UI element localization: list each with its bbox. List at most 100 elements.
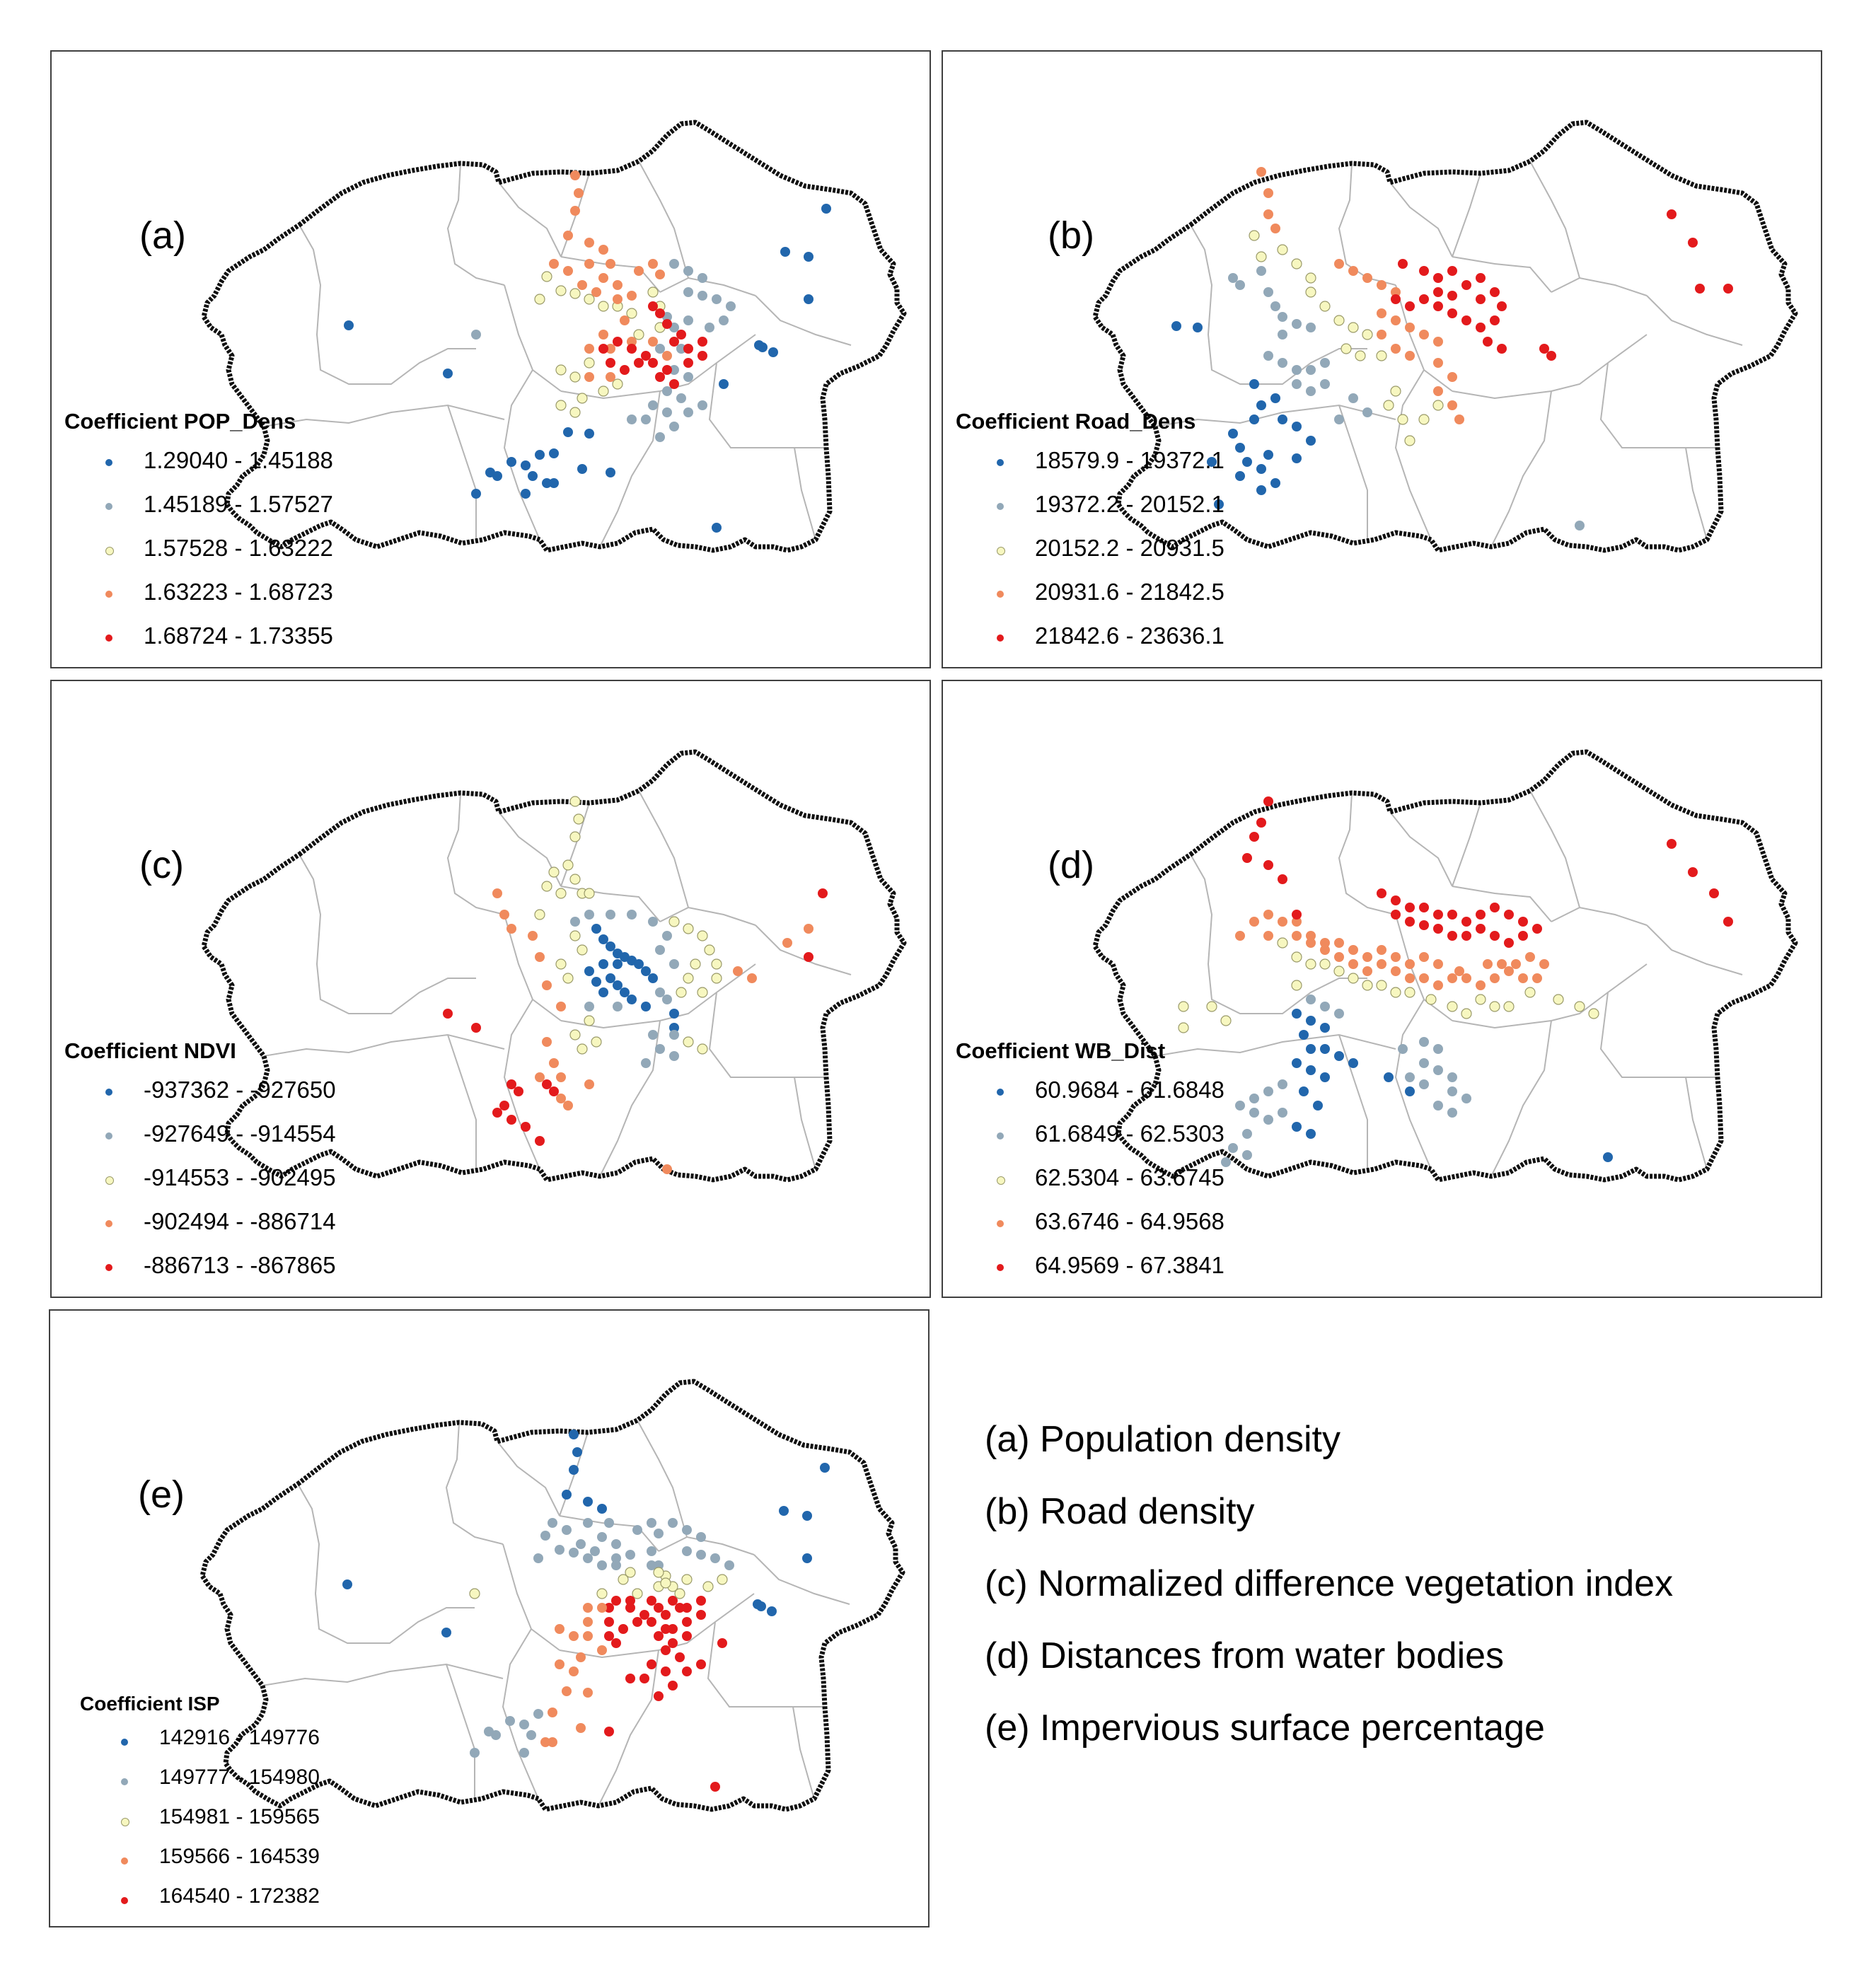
- sample-point: [690, 958, 701, 970]
- sample-point: [641, 414, 651, 424]
- sample-point: [712, 523, 722, 533]
- sample-point: [562, 859, 574, 871]
- sample-point: [768, 347, 778, 357]
- district-line: [299, 854, 476, 1014]
- sample-point: [683, 372, 693, 382]
- sample-point: [662, 995, 672, 1004]
- sample-point: [641, 1058, 651, 1068]
- district-boundaries: [262, 1420, 850, 1807]
- sample-point: [577, 393, 588, 404]
- sample-point: [710, 1553, 720, 1563]
- legend-item: 1.57528 - 1.63222: [64, 531, 333, 574]
- sample-point: [662, 407, 672, 417]
- sample-point: [655, 308, 665, 318]
- sample-point: [606, 910, 615, 920]
- sample-point: [470, 1748, 480, 1758]
- sample-point: [1228, 273, 1238, 283]
- sample-point: [683, 344, 693, 354]
- sample-point: [1348, 1058, 1358, 1068]
- legend-item: 64.9569 - 67.3841: [956, 1248, 1224, 1292]
- sample-point: [1362, 407, 1372, 417]
- sample-point: [1270, 224, 1280, 233]
- sample-point: [639, 1674, 649, 1683]
- sample-point: [1405, 959, 1415, 969]
- sample-point: [1518, 917, 1528, 927]
- sample-point: [1447, 308, 1457, 318]
- sample-point: [1207, 457, 1217, 467]
- legend-item: -927649 - -914554: [64, 1116, 336, 1160]
- sample-point: [669, 422, 679, 431]
- sample-point: [1235, 443, 1245, 453]
- sample-point: [1391, 952, 1401, 962]
- sample-point: [1404, 435, 1415, 446]
- sample-point: [584, 1002, 594, 1011]
- sample-point: [1278, 1079, 1287, 1089]
- sample-point: [611, 1638, 621, 1648]
- district-line: [559, 1515, 659, 1552]
- district-line: [638, 790, 689, 908]
- sample-point: [1391, 344, 1401, 354]
- legend-range: 164540 - 172382: [159, 1884, 320, 1908]
- sample-point: [563, 266, 573, 276]
- sample-point: [804, 952, 813, 962]
- district-line: [755, 295, 852, 346]
- sample-point: [711, 973, 722, 984]
- sample-point: [541, 881, 552, 892]
- sample-point: [562, 1686, 572, 1696]
- caption-item: (c) Normalized difference vegetation ind…: [985, 1563, 1674, 1604]
- legend-dot: [997, 1089, 1004, 1096]
- sample-point: [1461, 1008, 1472, 1019]
- sample-point: [1292, 931, 1302, 941]
- sample-point: [618, 1574, 629, 1585]
- sample-point: [1256, 818, 1266, 828]
- sample-point: [674, 1588, 685, 1599]
- district-line: [1529, 790, 1580, 908]
- legend-dot: [997, 1220, 1004, 1227]
- district-line: [262, 1663, 504, 1686]
- legend-item: 20931.6 - 21842.5: [956, 574, 1224, 618]
- sample-point: [662, 365, 672, 375]
- district-line: [502, 1628, 539, 1799]
- sample-point: [683, 266, 693, 276]
- sample-point: [654, 1631, 664, 1641]
- sample-point: [1249, 1108, 1259, 1118]
- sample-point: [1447, 400, 1457, 410]
- district-line: [299, 224, 476, 385]
- legend-range: 1.29040 - 1.45188: [144, 447, 333, 473]
- sample-point: [669, 259, 679, 269]
- sample-point: [499, 910, 509, 920]
- sample-point: [1391, 895, 1401, 905]
- legend-dot: [105, 503, 112, 510]
- sample-point: [1171, 321, 1181, 331]
- legend-item: 62.5304 - 63.6745: [956, 1160, 1224, 1204]
- sample-point: [540, 1737, 550, 1747]
- sample-point: [654, 1529, 664, 1538]
- sample-point: [534, 294, 545, 305]
- legend-item: -937362 - -927650: [64, 1072, 336, 1116]
- sample-point: [598, 330, 608, 340]
- sample-point: [1305, 958, 1316, 970]
- sample-point: [613, 980, 623, 990]
- sample-point: [1348, 393, 1358, 403]
- sample-point: [626, 308, 637, 319]
- district-line: [497, 1441, 560, 1517]
- sample-point: [1490, 973, 1500, 983]
- sample-point: [573, 813, 584, 825]
- sample-point: [1306, 938, 1316, 948]
- sample-point: [627, 291, 637, 301]
- district-line: [598, 1650, 659, 1807]
- sample-point: [1291, 980, 1302, 991]
- sample-point: [519, 1748, 529, 1758]
- sample-point: [627, 344, 637, 354]
- sample-point: [577, 944, 588, 956]
- sample-point: [1518, 931, 1528, 941]
- sample-point: [1419, 266, 1429, 276]
- district-line: [599, 390, 661, 547]
- sample-point: [1433, 1044, 1443, 1054]
- sample-point: [1476, 980, 1486, 990]
- sample-point: [647, 1546, 656, 1556]
- district-line: [560, 256, 661, 293]
- sample-point: [676, 344, 686, 354]
- district-boundaries: [263, 161, 852, 547]
- sample-point: [597, 1645, 607, 1655]
